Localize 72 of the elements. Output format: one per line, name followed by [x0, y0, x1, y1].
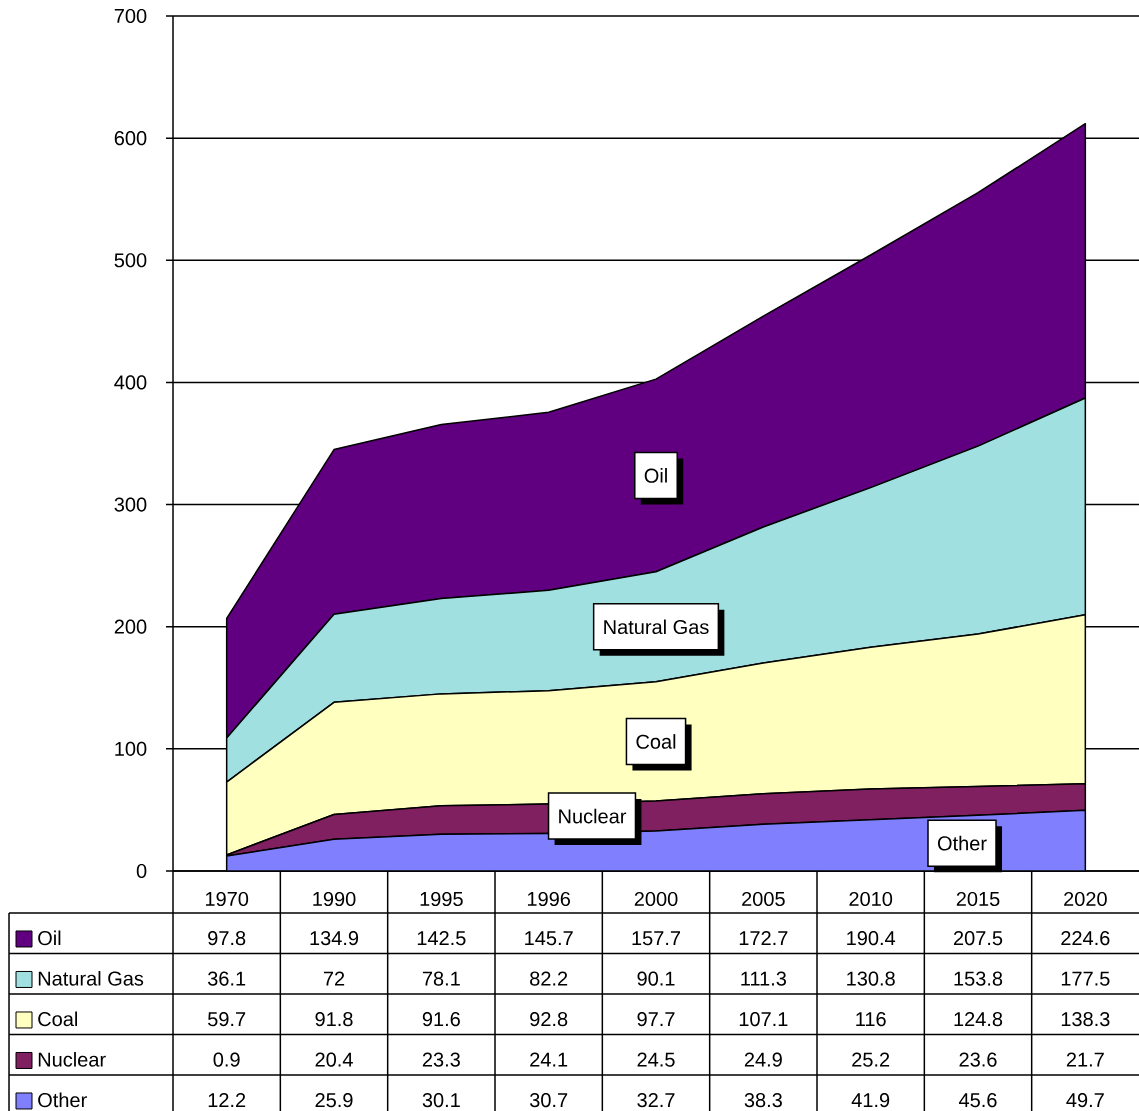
- data-label: 157.7: [632, 931, 681, 946]
- text: Other: [937, 835, 987, 851]
- data-label: 30.7: [529, 1093, 568, 1108]
- legend-label: Natural Gas: [38, 970, 144, 986]
- data-label: 92.8: [530, 1012, 568, 1027]
- data-label: 38.3: [744, 1093, 782, 1108]
- data-label: 36.1: [207, 971, 246, 986]
- data-label: 190.4: [847, 931, 896, 946]
- data-label: 72: [323, 971, 345, 986]
- data-label: 111.3: [741, 971, 787, 986]
- data-label: 24.9: [744, 1052, 782, 1067]
- legend-label: Nuclear: [38, 1051, 106, 1067]
- data-label: 25.2: [852, 1052, 890, 1067]
- data-label: 24.5: [637, 1052, 675, 1067]
- data-label: 142.5: [417, 931, 466, 946]
- data-label: 24.1: [530, 1052, 568, 1067]
- y-tick-label: 400: [114, 375, 147, 390]
- x-tick-label: 1995: [420, 891, 463, 907]
- data-label: 32.7: [637, 1093, 675, 1108]
- data-label: 78.1: [422, 971, 460, 986]
- data-label: 91.6: [422, 1012, 460, 1027]
- data-label: 20.4: [315, 1052, 353, 1067]
- data-label: 207.5: [953, 931, 1003, 946]
- y-tick-label: 500: [114, 253, 147, 268]
- data-label: 90.1: [637, 971, 675, 986]
- data-label: 49.7: [1066, 1093, 1104, 1108]
- data-label: 23.6: [959, 1052, 997, 1067]
- data-label: 41.9: [851, 1093, 890, 1108]
- data-label: 107.1: [739, 1012, 788, 1027]
- legend-label: Coal: [38, 1011, 77, 1027]
- y-tick-label: 300: [114, 497, 147, 512]
- x-tick-label: 2015: [956, 891, 1000, 907]
- data-label: 23.3: [422, 1052, 460, 1067]
- x-tick-label: 1990: [313, 891, 356, 907]
- x-tick-label: 2005: [742, 891, 785, 907]
- y-tick-label: 700: [114, 8, 147, 24]
- y-tick-label: 100: [115, 741, 147, 756]
- data-label: 134.9: [310, 931, 359, 946]
- data-label: 59.7: [208, 1012, 246, 1027]
- data-label: 153.8: [954, 971, 1003, 986]
- y-tick-label: 600: [114, 131, 147, 146]
- data-label: 145.7: [525, 931, 573, 946]
- text: Coal: [636, 734, 676, 749]
- legend-label: Oil: [38, 930, 61, 946]
- data-label: 12.2: [208, 1093, 246, 1107]
- x-tick-label: 2000: [634, 891, 678, 907]
- data-label: 130.8: [847, 971, 895, 986]
- data-label: 172.7: [739, 931, 788, 945]
- y-tick-label: 200: [114, 619, 147, 634]
- data-label: 82.2: [530, 971, 568, 986]
- data-label: 0.9: [213, 1052, 240, 1067]
- data-label: 177.5: [1061, 971, 1110, 986]
- data-label: 116: [856, 1012, 886, 1027]
- data-label: 138.3: [1061, 1012, 1110, 1027]
- data-label: 45.6: [958, 1093, 997, 1108]
- data-label: 25.9: [315, 1093, 353, 1108]
- data-label: 124.8: [954, 1012, 1003, 1027]
- text: Oil: [644, 468, 667, 483]
- text: Nuclear: [559, 808, 627, 824]
- y-tick-label: 0: [136, 863, 147, 879]
- data-label: 21.7: [1066, 1052, 1104, 1067]
- x-tick-label: 2010: [849, 891, 893, 907]
- data-label: 97.8: [208, 931, 246, 946]
- text: Natural Gas: [604, 619, 709, 635]
- x-tick-label: 2020: [1064, 891, 1107, 907]
- data-label: 224.6: [1061, 931, 1110, 946]
- legend-label: Other: [38, 1092, 87, 1108]
- x-tick-label: 1970: [205, 891, 249, 907]
- x-tick-label: 1996: [527, 891, 571, 907]
- data-label: 30.1: [422, 1093, 460, 1108]
- data-label: 91.8: [315, 1012, 353, 1027]
- data-label: 97.7: [637, 1012, 675, 1027]
